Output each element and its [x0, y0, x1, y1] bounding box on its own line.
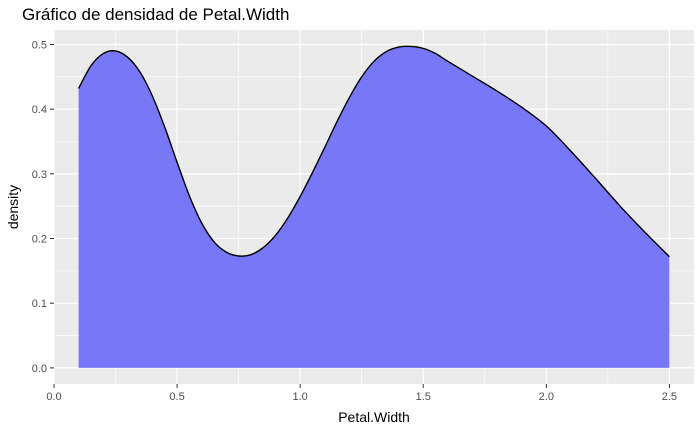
density-plot [78, 45, 670, 368]
y-tick-label: 0.2 [32, 234, 47, 246]
y-tick-label: 0.4 [32, 104, 47, 116]
x-tick-label: 1.0 [293, 391, 308, 403]
x-axis-title: Petal.Width [338, 409, 410, 425]
y-tick-label: 0.3 [32, 169, 47, 181]
x-tick-label: 2.0 [539, 391, 554, 403]
x-tick-label: 1.5 [416, 391, 431, 403]
y-axis-title: density [5, 185, 21, 229]
chart-title: Gráfico de densidad de Petal.Width [22, 5, 289, 24]
x-tick-label: 0.0 [46, 391, 61, 403]
x-axis: 0.0 0.5 1.0 1.5 2.0 2.5 [46, 384, 677, 403]
density-area [78, 46, 670, 368]
y-tick-label: 0.5 [32, 39, 47, 51]
x-tick-label: 2.5 [662, 391, 677, 403]
y-tick-label: 0.0 [32, 363, 47, 375]
x-tick-label: 0.5 [169, 391, 184, 403]
y-tick-label: 0.1 [32, 298, 47, 310]
density-line [78, 45, 670, 258]
y-axis: 0.0 0.1 0.2 0.3 0.4 0.5 [32, 39, 54, 375]
